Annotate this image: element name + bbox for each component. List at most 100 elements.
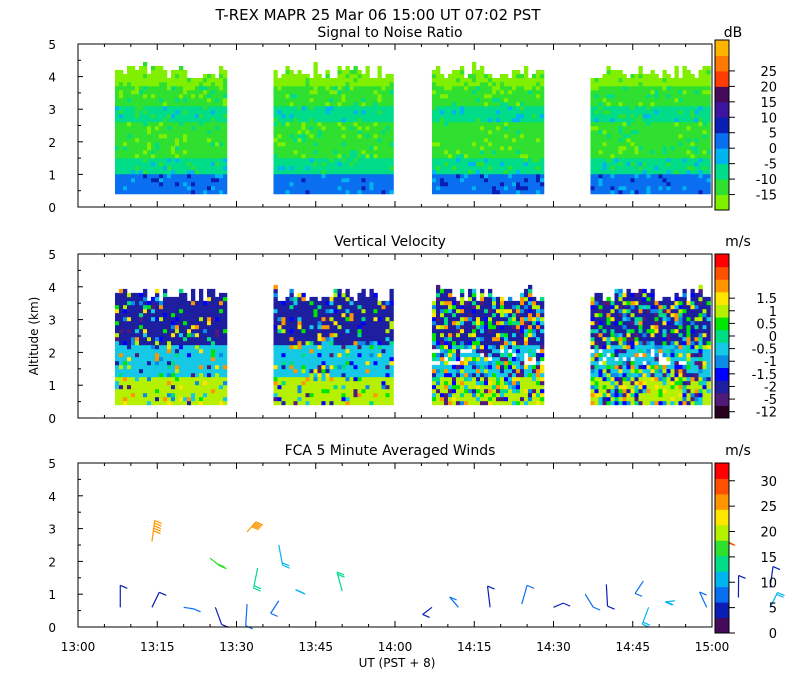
snr-cell: [535, 89, 541, 95]
vel-cell: [118, 352, 124, 358]
vel-cell: [273, 388, 278, 394]
vel-cell: [313, 368, 318, 374]
snr-cell: [443, 117, 449, 123]
snr-cell: [467, 125, 473, 131]
snr-cell: [531, 81, 537, 87]
snr-cell: [273, 125, 278, 131]
snr-cell: [618, 81, 623, 87]
vel-cell: [313, 332, 318, 338]
snr-cell: [158, 85, 164, 91]
snr-cell: [142, 61, 148, 67]
snr-cell: [451, 105, 457, 111]
snr-cell: [646, 153, 651, 159]
snr-cell: [281, 113, 286, 119]
snr-cell: [349, 185, 354, 191]
vel-cell: [170, 304, 176, 310]
vel-cell: [337, 352, 342, 358]
snr-cell: [531, 109, 537, 115]
snr-cell: [646, 93, 651, 99]
vel-cell: [170, 320, 176, 326]
snr-cell: [467, 169, 473, 175]
vel-cell: [218, 316, 224, 322]
snr-cell: [678, 121, 683, 127]
snr-cell: [614, 185, 619, 191]
snr-cell: [114, 97, 120, 103]
vel-cell: [114, 348, 120, 354]
snr-cell: [178, 149, 184, 155]
snr-colorbar-swatch: [715, 101, 729, 118]
snr-cell: [126, 173, 132, 179]
snr-cell: [289, 157, 294, 163]
snr-cell: [281, 141, 286, 147]
vel-cell: [114, 300, 120, 306]
snr-cell: [618, 157, 623, 163]
snr-cell: [150, 185, 156, 191]
snr-cell: [365, 169, 370, 175]
snr-cell: [662, 81, 667, 87]
snr-cell: [511, 109, 517, 115]
snr-cell: [357, 121, 362, 127]
snr-cell: [198, 145, 204, 151]
snr-cell: [471, 61, 477, 67]
snr-cell: [658, 121, 663, 127]
snr-cell: [682, 109, 687, 115]
snr-cell: [277, 85, 282, 91]
snr-cell: [602, 125, 607, 131]
snr-cell: [277, 81, 282, 87]
snr-cell: [202, 109, 208, 115]
snr-cell: [686, 125, 691, 131]
vel-cell: [349, 396, 354, 402]
snr-cell: [333, 105, 338, 111]
snr-cell: [467, 81, 473, 87]
snr-cell: [519, 169, 525, 175]
snr-cell: [475, 129, 481, 135]
vel-cell: [182, 324, 188, 330]
snr-cell: [439, 101, 445, 107]
snr-cell: [662, 105, 667, 111]
snr-cell: [349, 157, 354, 163]
snr-cell: [150, 165, 156, 171]
snr-cell: [686, 157, 691, 163]
snr-cell: [353, 133, 358, 139]
snr-cell: [626, 113, 631, 119]
snr-cell: [634, 137, 639, 143]
snr-cell: [459, 77, 465, 83]
vel-cell: [329, 336, 334, 342]
snr-cell: [222, 141, 228, 147]
vel-cell: [162, 356, 168, 362]
snr-cell: [594, 133, 599, 139]
vel-cell: [150, 344, 156, 350]
snr-cell: [646, 117, 651, 123]
snr-colorbar-swatch: [715, 40, 729, 56]
snr-cell: [281, 101, 286, 107]
snr-cell: [293, 73, 298, 79]
snr-cell: [313, 85, 318, 91]
snr-cell: [598, 177, 603, 183]
snr-cell: [626, 165, 631, 171]
snr-cell: [690, 93, 695, 99]
snr-cell: [634, 129, 639, 135]
snr-cell: [491, 101, 497, 107]
snr-cell: [146, 189, 152, 195]
snr-cell: [638, 157, 643, 163]
snr-cell: [361, 169, 366, 175]
snr-cell: [337, 73, 342, 79]
vel-cell: [297, 352, 302, 358]
snr-cell: [487, 137, 493, 143]
vel-cell: [341, 380, 346, 386]
snr-cell: [325, 129, 330, 135]
snr-cell: [365, 121, 370, 127]
vel-cell: [353, 332, 358, 338]
snr-cell: [686, 149, 691, 155]
snr-cell: [385, 153, 390, 159]
snr-cell: [369, 105, 374, 111]
snr-cell: [646, 105, 651, 111]
vel-cell: [142, 324, 148, 330]
vel-cell: [321, 392, 326, 398]
snr-cell: [317, 81, 322, 87]
snr-cell: [475, 133, 481, 139]
snr-cell: [491, 97, 497, 103]
vel-cell: [158, 316, 164, 322]
snr-cell: [273, 117, 278, 123]
